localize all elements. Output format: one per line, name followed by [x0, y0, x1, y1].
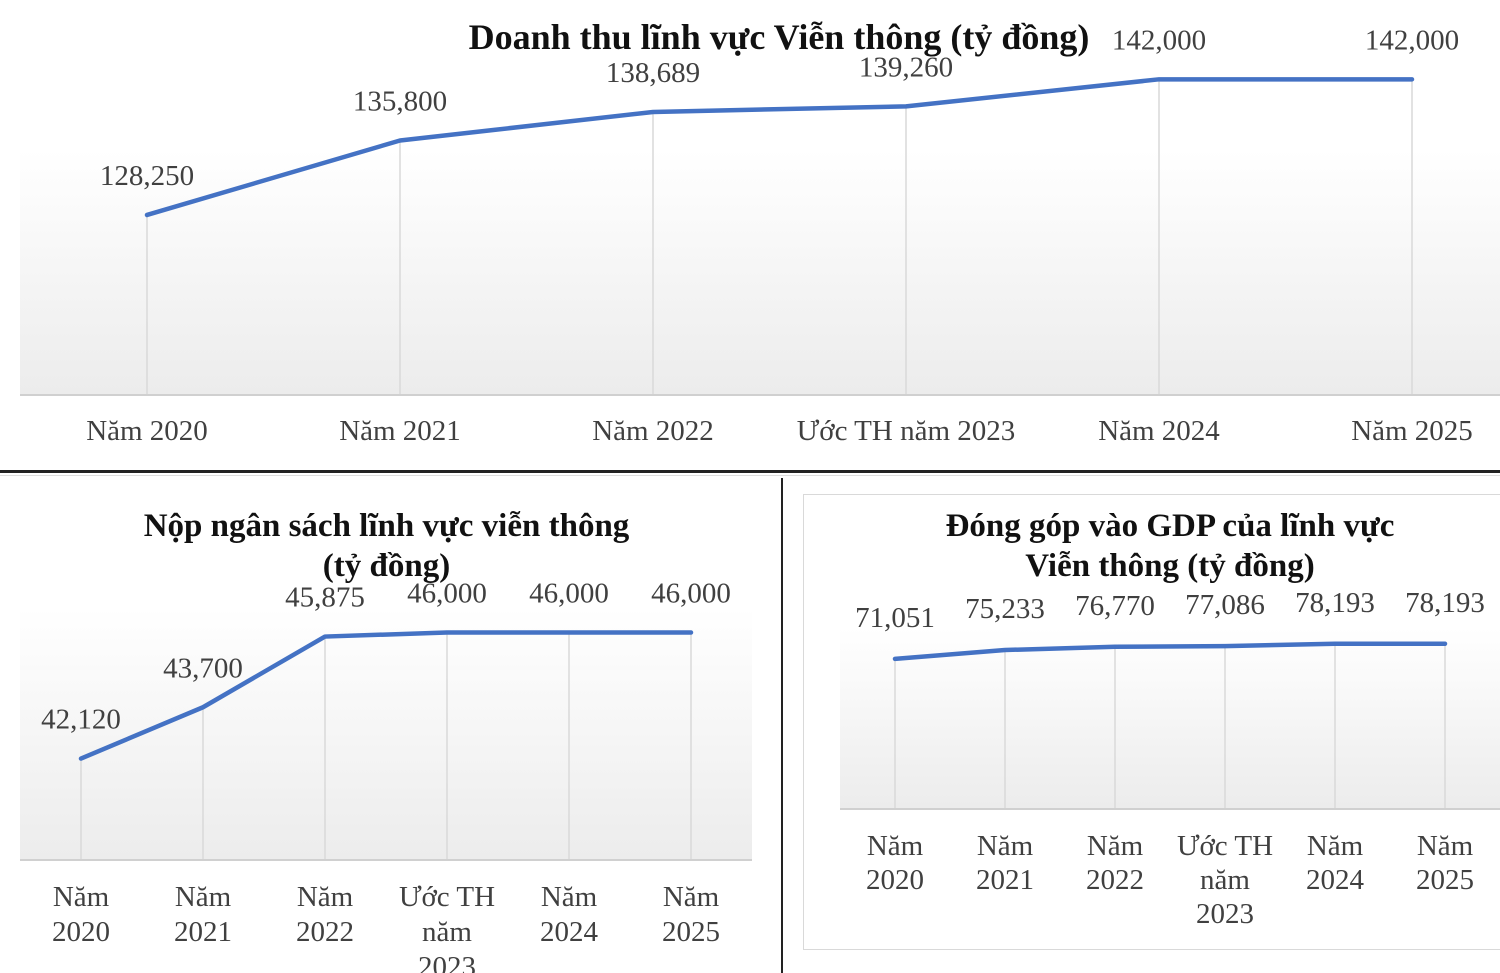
budget-point — [201, 705, 205, 709]
budget-data-label: 46,000 — [651, 578, 731, 610]
gdp-category-label: Năm 2020 — [866, 830, 924, 896]
revenue-category-label: Năm 2025 — [1351, 415, 1473, 447]
budget-plot-background — [20, 608, 752, 860]
budget-series-line — [78, 630, 694, 761]
revenue-data-label: 138,689 — [606, 57, 700, 89]
revenue-data-label: 142,000 — [1365, 24, 1459, 56]
revenue-category-label: Ước TH năm 2023 — [797, 415, 1016, 447]
gdp-data-label: 71,051 — [855, 602, 935, 634]
horizontal-divider — [0, 470, 1500, 473]
budget-data-label: 46,000 — [407, 578, 487, 610]
budget-data-label: 46,000 — [529, 578, 609, 610]
revenue-data-label: 139,260 — [859, 51, 953, 83]
budget-point — [689, 631, 693, 634]
horizontal-divider-shadow — [0, 475, 1500, 476]
budget-point — [79, 757, 83, 761]
gdp-data-label: 78,193 — [1405, 587, 1485, 619]
gdp-data-label: 76,770 — [1075, 590, 1155, 622]
budget-category-label: Năm 2025 — [662, 881, 720, 948]
gdp-category-label: Ước TH năm 2023 — [1177, 830, 1273, 930]
revenue-category-label: Năm 2022 — [592, 415, 714, 447]
budget-point — [323, 635, 327, 639]
revenue-category-label: Năm 2020 — [86, 415, 208, 447]
gdp-chart-title-line-2: Viễn thông (tỷ đồng) — [1025, 548, 1315, 584]
gdp-chart-title-line-1: Đóng góp vào GDP của lĩnh vực — [945, 508, 1395, 544]
gdp-point — [1443, 642, 1447, 646]
budget-chart-plot: 42,120 43,700 45,875 46,000 46,000 46,000 Năm 2… — [20, 578, 752, 973]
revenue-point — [1157, 77, 1161, 81]
revenue-point — [145, 213, 149, 217]
budget-point — [445, 631, 449, 634]
gdp-data-label: 77,086 — [1185, 589, 1265, 621]
revenue-category-label: Năm 2021 — [339, 415, 461, 447]
budget-category-label: Năm 2020 — [52, 881, 110, 948]
gdp-category-label: Năm 2025 — [1416, 830, 1474, 896]
budget-chart-title-line-1: Nộp ngân sách lĩnh vực viễn thông — [143, 508, 630, 544]
revenue-data-label: 128,250 — [100, 160, 194, 192]
gdp-point — [1223, 644, 1227, 648]
budget-chart: Nộp ngân sách lĩnh vực viễn thông (tỷ đồ… — [0, 478, 783, 973]
revenue-chart-plot: 128,250 135,800 138,689 139,260 142,000 142,0… — [20, 24, 1500, 447]
budget-point — [567, 631, 571, 634]
revenue-chart: Doanh thu lĩnh vực Viễn thông (tỷ đồng) … — [0, 0, 1500, 470]
budget-chart-title: Nộp ngân sách lĩnh vực viễn thông (tỷ đồ… — [0, 506, 773, 586]
revenue-category-label: Năm 2024 — [1098, 415, 1220, 447]
budget-data-label: 43,700 — [163, 652, 243, 684]
gdp-category-label: Năm 2021 — [976, 830, 1034, 896]
revenue-point — [398, 138, 402, 142]
gdp-series-line — [892, 641, 1448, 662]
revenue-plot-background — [20, 150, 1500, 395]
revenue-series-line — [144, 77, 1415, 218]
budget-category-label: Năm 2024 — [540, 881, 599, 948]
budget-data-label: 45,875 — [285, 582, 365, 614]
gdp-chart: Đóng góp vào GDP của lĩnh vực Viễn thông… — [784, 478, 1500, 973]
revenue-data-label: 142,000 — [1112, 24, 1206, 56]
gdp-chart-plot: 71,051 75,233 76,770 77,086 78,193 78,193 Năm 2… — [840, 587, 1500, 930]
revenue-point — [904, 104, 908, 108]
gdp-point — [1333, 642, 1337, 646]
gdp-category-label: Năm 2022 — [1086, 830, 1144, 896]
gdp-data-label: 78,193 — [1295, 587, 1375, 619]
budget-category-label: Năm 2021 — [174, 881, 232, 948]
revenue-point — [651, 110, 655, 114]
budget-data-label: 42,120 — [41, 704, 121, 736]
budget-category-label: Ước TH năm 2023 — [399, 881, 495, 973]
budget-chart-title-line-2: (tỷ đồng) — [322, 548, 451, 584]
revenue-chart-title: Doanh thu lĩnh vực Viễn thông (tỷ đồng) — [468, 17, 1090, 57]
budget-category-label: Năm 2022 — [296, 881, 354, 948]
gdp-chart-frame — [803, 494, 1500, 950]
revenue-point — [1410, 77, 1414, 81]
gdp-point — [893, 657, 897, 661]
gdp-point — [1003, 648, 1007, 652]
gdp-data-label: 75,233 — [965, 593, 1045, 625]
vertical-divider — [781, 478, 783, 973]
gdp-plot-background — [840, 628, 1500, 809]
revenue-data-label: 135,800 — [353, 85, 447, 117]
gdp-point — [1113, 645, 1117, 649]
gdp-category-label: Năm 2024 — [1306, 830, 1365, 896]
gdp-chart-title: Đóng góp vào GDP của lĩnh vực Viễn thông… — [784, 506, 1500, 586]
